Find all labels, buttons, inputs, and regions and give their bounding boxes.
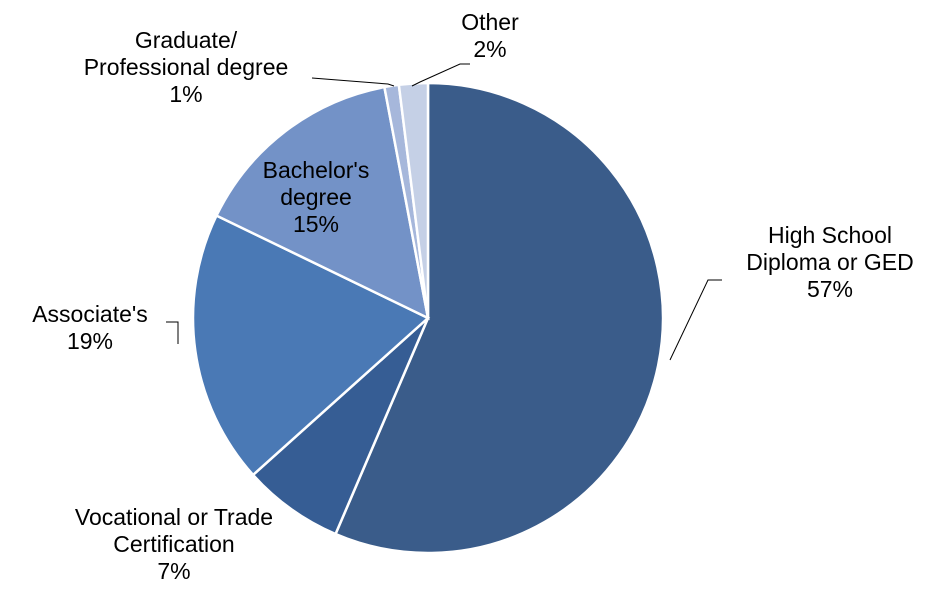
slice-label-bachelor-s-degree: Bachelor's degree 15%	[263, 157, 370, 237]
leader-line-associate-s	[166, 321, 179, 344]
slice-category-label: Vocational or Trade	[75, 504, 273, 530]
slice-label-graduate-professional-degree: Graduate/Professional degree 1%	[84, 27, 289, 107]
leader-line-high-school-diploma-or-ged	[669, 279, 722, 361]
slice-category-label: Professional degree	[84, 54, 289, 80]
labels-layer: High School Diploma or GED 57% Vocational o…	[32, 9, 914, 584]
slice-category-label: Bachelor's	[263, 157, 370, 183]
slice-value-label: 7%	[157, 558, 190, 584]
leader-line-other	[411, 63, 470, 87]
slice-value-label: 15%	[293, 211, 339, 237]
slice-category-label: High School	[768, 222, 892, 248]
slice-value-label: 19%	[67, 328, 113, 354]
slice-label-vocational-or-trade-certification: Vocational or Trade Certification 7%	[75, 504, 273, 584]
leaders-layer	[166, 63, 722, 361]
slice-label-high-school-diploma-or-ged: High School Diploma or GED 57%	[746, 222, 913, 302]
slice-category-label: Graduate/	[135, 27, 238, 53]
slice-category-label: Associate's	[32, 301, 148, 327]
slice-category-label: Other	[461, 9, 519, 35]
slice-value-label: 1%	[169, 81, 202, 107]
pie-slice-other	[397, 81, 430, 319]
slice-value-label: 57%	[807, 276, 853, 302]
slice-value-label: 2%	[473, 36, 506, 62]
slice-label-other: Other 2%	[461, 9, 519, 62]
leader-line-graduate-professional-degree	[311, 77, 395, 87]
slice-label-associate-s: Associate's 19%	[32, 301, 148, 354]
pie-slice-associate-s	[191, 213, 431, 477]
slice-category-label: Certification	[113, 531, 234, 557]
slices-layer	[191, 81, 665, 555]
pie-slice-bachelor-s-degree	[214, 85, 430, 321]
slice-category-label: Diploma or GED	[746, 249, 913, 275]
slice-category-label: degree	[280, 184, 352, 210]
pie-slice-vocational-or-trade-certification	[251, 317, 430, 536]
pie-slice-high-school-diploma-or-ged	[333, 81, 665, 555]
